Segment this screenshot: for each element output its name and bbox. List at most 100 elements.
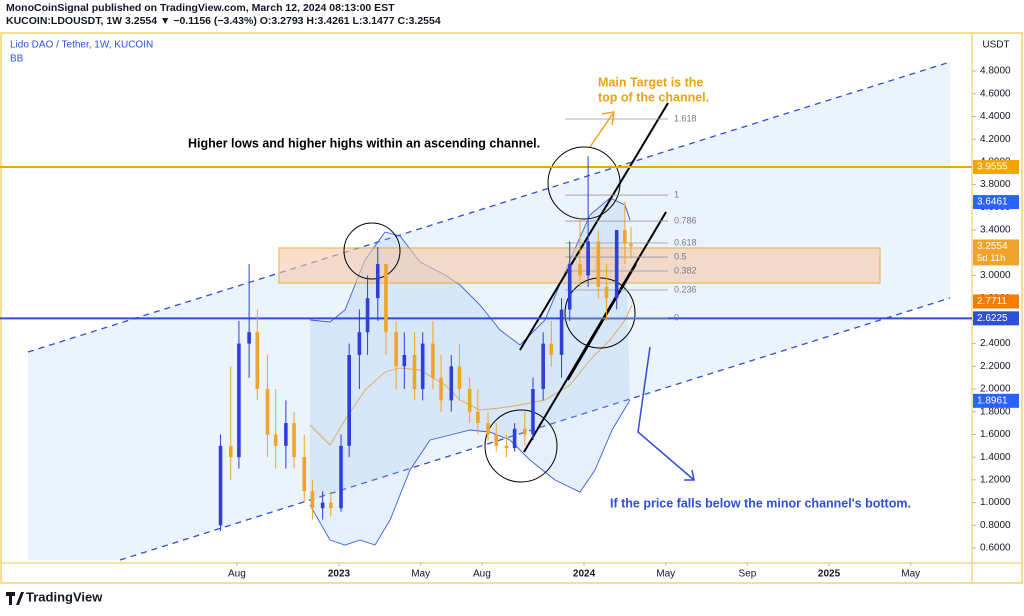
candle-body [347,354,351,446]
candle-body [623,230,627,244]
quote: KUCOIN:LDOUSDT, 1W 3.2554 ▼ −0.1156 (−3.… [6,15,441,27]
candle-body [504,445,509,449]
logo [6,592,24,605]
candle-body [629,243,633,247]
price-label-bg [973,159,1019,174]
candle-body [467,389,472,412]
candle-body [375,264,380,299]
price-label: 3.9555 [977,162,1008,173]
channel-top [27,61,951,353]
candle-body [567,264,572,310]
candle-body [604,286,609,299]
candle-body [531,389,535,435]
candle-body [394,332,398,367]
candle-body [614,230,619,299]
candle-body [541,343,545,390]
candle-body [365,298,370,333]
candle-body [265,389,270,435]
highlight-circle [547,146,621,220]
fib-label: 0.382 [674,265,697,275]
candle-body [439,377,443,401]
y-tick-label: 2.0000 [980,384,1011,395]
price-label: 1.8961 [977,395,1008,406]
bb-fill [310,198,630,545]
candle-body [339,445,343,509]
candle-body [431,343,435,378]
y-tick-label: 1.4000 [980,452,1011,463]
candle-body [457,366,462,390]
y-tick-label: 1.6000 [980,429,1011,440]
x-tick-label: May [901,569,920,580]
annotation: If the price falls below the minor chann… [610,496,911,510]
bb-lower [309,399,631,546]
candle-body [449,366,454,401]
candle-body [512,428,517,449]
annotation: Main Target is the [598,75,703,89]
candle-body [310,491,315,509]
candle-body [402,354,407,367]
x-tick-label: 2025 [818,569,841,580]
price-label-bg [973,239,1019,266]
y-tick-label: 0.8000 [980,520,1011,531]
channel-fill [28,62,950,560]
y-tick-label: 0.6000 [980,543,1011,554]
price-label: 2.6225 [977,313,1008,324]
x-tick-label: May [656,569,675,580]
y-tick-label: 1.2000 [980,475,1011,486]
candle-body [596,241,601,287]
candle-body [384,264,388,333]
minor-channel-mid [567,263,637,381]
candle-body [578,264,582,276]
price-label-bg [973,294,1019,309]
candle-body [357,332,362,355]
annotation: top of the channel. [598,90,709,104]
price-label: 3.6461 [977,197,1008,208]
minor-channel-top [519,102,669,351]
x-tick-label: 2023 [328,569,351,580]
candle-body [329,502,333,509]
target-arrow [589,111,615,148]
y-axis-label: USDT [982,40,1009,51]
candle-body [559,309,564,355]
fib-label: 0.786 [674,215,697,225]
frame [0,32,1023,584]
y-tick-label: 4.4000 [980,111,1011,122]
fib-label: 0.5 [674,251,687,261]
price-label-bg [973,195,1019,210]
candle-body [255,332,260,390]
candle-body [586,241,590,276]
candle-body [494,434,499,446]
highlight-circle [484,409,558,483]
candle-body [549,343,554,355]
fib-label: 0.236 [674,284,697,294]
x-tick-label: Aug [473,569,491,580]
candle-body [302,457,307,492]
y-tick-label: 4.6000 [980,88,1011,99]
chart-title: Lido DAO / Tether, 1W, KUCOIN [10,40,153,51]
highlight-circle [343,222,401,280]
x-tick-label: Sep [738,569,756,580]
y-tick-label: 3.4000 [980,225,1011,236]
y-tick-label: 4.2000 [980,134,1011,145]
y-tick-label: 1.8000 [980,406,1011,417]
x-tick-label: May [411,569,430,580]
price-label: 3.2554 [977,241,1008,252]
brand: TradingView [26,589,103,604]
y-tick-label: 3.0000 [980,270,1011,281]
x-tick-label: Aug [228,569,246,580]
fib-label: 0 [674,312,679,322]
fib-label: 0.618 [674,237,697,247]
y-tick-label: 4.8000 [980,66,1011,77]
candle-body [486,423,490,435]
candle-body [412,354,417,390]
indicator-label: BB [10,54,24,65]
y-tick-label: 2.2000 [980,361,1011,372]
candle-body [476,411,480,424]
price-label-bg [973,393,1019,408]
candle-body [320,502,325,509]
candle-body [228,445,233,458]
candle-body [292,423,296,458]
candle-body [420,343,425,390]
channel-bottom [119,297,951,561]
